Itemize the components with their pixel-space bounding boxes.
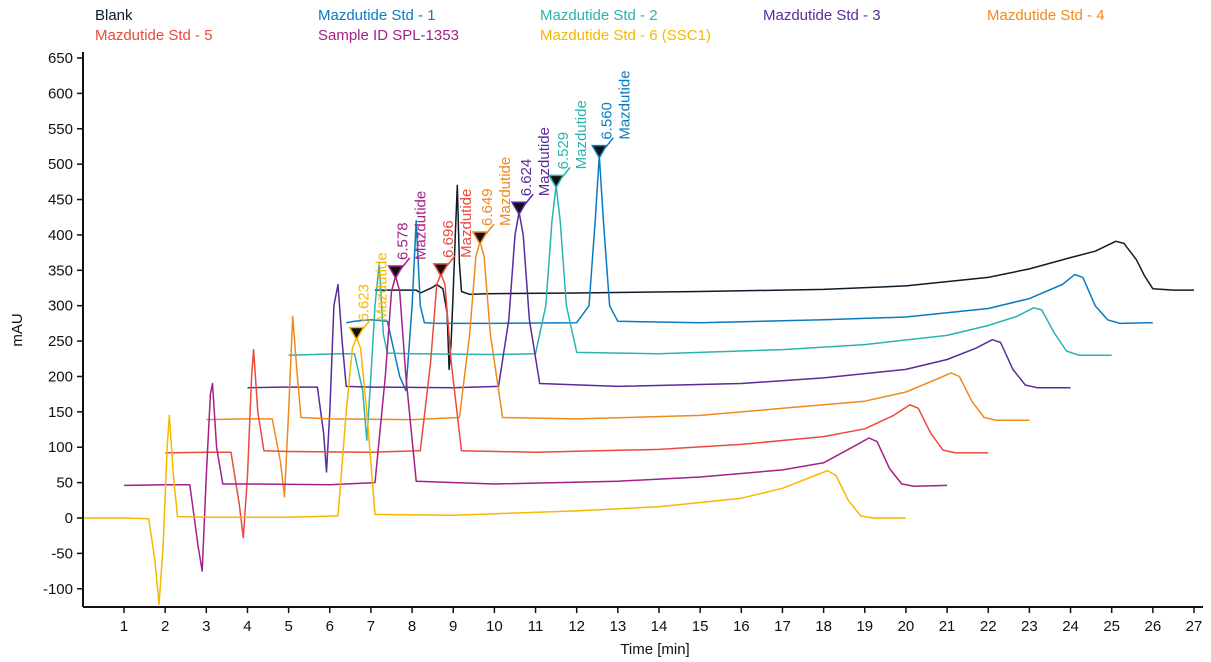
x-tick-label: 3 [202,618,210,635]
x-tick-label: 12 [568,618,585,635]
peak-label: 6.623 Mazdutide [356,252,391,321]
x-tick-label: 26 [1145,618,1162,635]
y-tick-label: 650 [48,50,73,67]
peak-marker [510,201,528,216]
x-tick-label: 2 [161,618,169,635]
peak-marker-leader [485,223,495,235]
peak-retention-time: 6.529 [555,132,572,170]
x-tick-label: 19 [856,618,873,635]
y-tick-label: 500 [48,156,73,173]
x-tick-label: 9 [449,618,457,635]
y-tick-label: 400 [48,227,73,244]
x-tick-label: 15 [692,618,709,635]
peak-label: 6.624 Mazdutide [518,127,553,196]
legend: Blank Mazdutide Std - 1 Mazdutide Std - 2 M… [95,7,1105,44]
y-axis-title: mAU [9,313,26,346]
peak-retention-time: 6.578 [395,222,412,260]
peak-label: 6.649 Mazdutide [479,157,514,226]
x-tick-label: 6 [326,618,334,635]
y-tick-label: 350 [48,262,73,279]
legend-entry: Sample ID SPL-1353 [318,27,459,44]
legend-entry: Mazdutide Std - 5 [95,27,213,44]
x-tick-label: 5 [284,618,292,635]
peak-retention-time: 6.624 [518,159,535,197]
series-line [247,211,1071,473]
peak-marker [471,231,489,246]
peak-label: 6.696 Mazdutide [440,189,475,258]
peak-compound-name: Mazdutide [413,191,430,260]
peak-label: 6.578 Mazdutide [395,191,430,260]
x-tick-label: 10 [486,618,503,635]
y-tick-label: 150 [48,404,73,421]
peak-marker [348,326,365,342]
peak-marker-leader [604,137,614,149]
x-tick-label: 16 [733,618,750,635]
peak-marker [432,263,450,278]
x-tick-label: 14 [651,618,668,635]
y-tick-label: -50 [51,545,73,562]
y-tick-label: 100 [48,439,73,456]
x-tick-label: 25 [1103,618,1120,635]
peak-marker-leader [524,193,534,205]
y-tick-label: 0 [65,510,73,527]
peak-compound-name: Mazdutide [497,157,514,226]
x-tick-label: 7 [367,618,375,635]
peak-retention-time: 6.649 [479,188,496,226]
y-tick-label: 250 [48,333,73,350]
x-tick-label: 22 [980,618,997,635]
y-tick-label: -100 [43,581,73,598]
x-tick-label: 1 [120,618,128,635]
peak-marker [387,265,404,280]
x-tick-label: 21 [939,618,956,635]
peak-label: 6.560 Mazdutide [598,70,633,139]
y-tick-label: 300 [48,298,73,315]
legend-entry: Mazdutide Std - 1 [318,7,436,24]
legend-entry: Mazdutide Std - 6 (SSC1) [540,27,711,44]
peak-compound-name: Mazdutide [374,252,391,321]
x-tick-label: 13 [610,618,627,635]
x-tick-label: 8 [408,618,416,635]
plot-lines [82,154,1194,606]
x-axis-title: Time [min] [620,641,689,658]
y-tick-label: 550 [48,121,73,138]
series-line [206,241,1030,498]
x-tick-label: 20 [898,618,915,635]
legend-entry: Blank [95,7,133,24]
peak-marker-leader [446,255,456,267]
peak-compound-name: Mazdutide [458,189,475,258]
y-tick-label: 450 [48,192,73,209]
x-tick-label: 23 [1021,618,1038,635]
peak-marker-leader [561,166,571,178]
peak-compound-name: Mazdutide [573,100,590,169]
peak-retention-time: 6.623 [356,284,373,322]
legend-entry: Mazdutide Std - 2 [540,7,658,24]
peak-compound-name: Mazdutide [616,70,633,139]
y-tick-label: 200 [48,368,73,385]
series-line [375,184,1194,371]
x-tick-label: 11 [528,618,544,635]
x-tick-label: 4 [243,618,251,635]
peak-marker-leader [361,319,372,331]
y-tick-label: 600 [48,85,73,102]
peak-retention-time: 6.696 [440,220,457,258]
peak-retention-time: 6.560 [598,102,615,140]
peak-compound-name: Mazdutide [536,127,553,196]
x-tick-label: 27 [1186,618,1203,635]
peak-label: 6.529 Mazdutide [555,100,590,169]
axes: -100 -50 0 50 100 150 200 250 300 350 400 450 500 550… [43,50,1203,635]
legend-entry: Mazdutide Std - 4 [987,7,1105,24]
peak-marker [547,174,565,189]
x-tick-label: 18 [815,618,832,635]
x-tick-label: 24 [1062,618,1079,635]
x-tick-label: 17 [774,618,791,635]
legend-entry: Mazdutide Std - 3 [763,7,881,24]
peak-marker [591,144,608,160]
y-tick-label: 50 [56,475,73,492]
peak-marker-leader [401,257,411,269]
